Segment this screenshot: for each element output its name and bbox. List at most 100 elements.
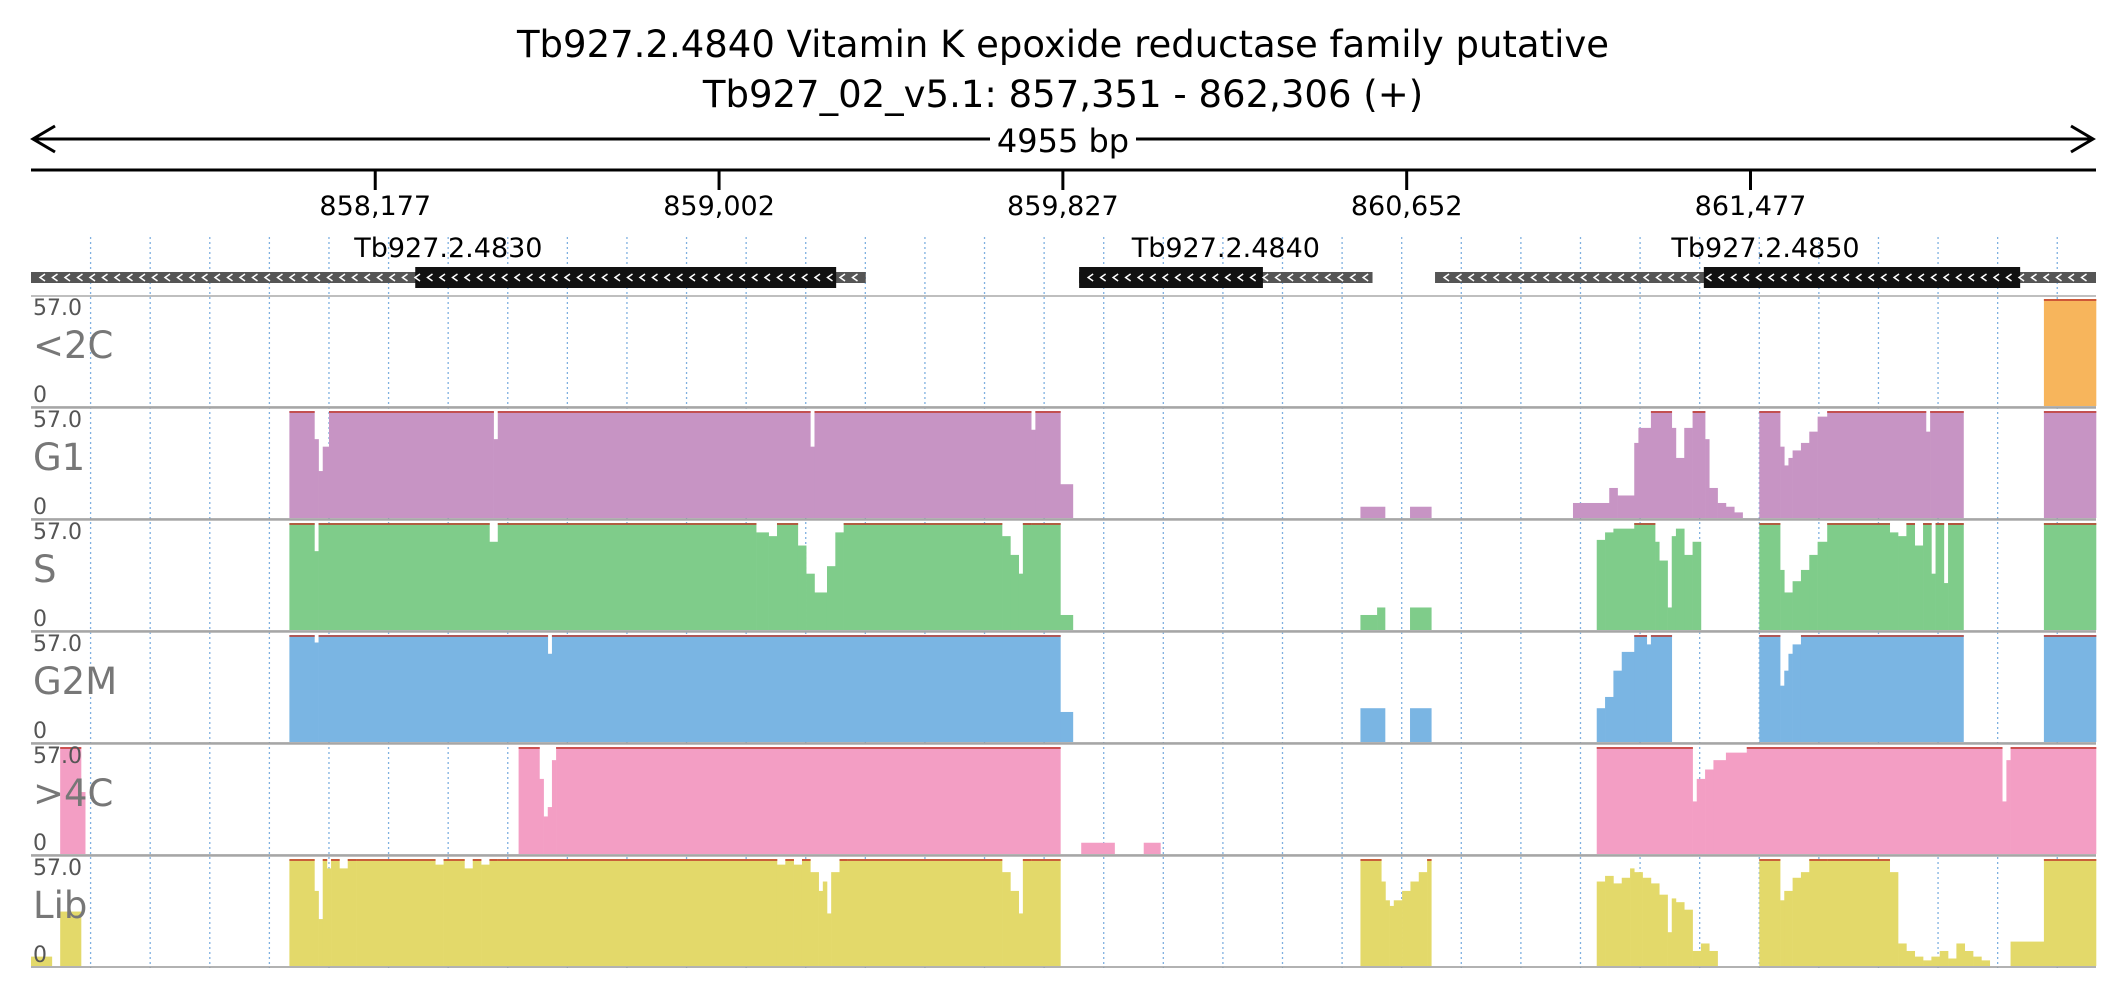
- strand-arrow-icon: [226, 273, 233, 282]
- coverage-bar: [339, 868, 349, 966]
- coverage-bar: [1817, 416, 1828, 518]
- strand-arrow-icon: [1930, 273, 1937, 282]
- coverage-bar: [1634, 635, 1648, 742]
- coverage-bar: [1725, 752, 1748, 854]
- y-max-label: 57.0: [33, 744, 82, 769]
- tick-label: 858,177: [319, 191, 431, 222]
- coverage-bar: [539, 778, 544, 854]
- coverage-bar: [1630, 868, 1635, 966]
- strand-arrow-icon: [676, 273, 683, 282]
- arrow-right-icon: [2070, 124, 2096, 154]
- coverage-bar: [1700, 943, 1710, 966]
- strand-arrow-icon: [1124, 273, 1132, 282]
- coverage-bar: [2002, 801, 2007, 854]
- strand-arrow-icon: [1174, 273, 1182, 282]
- coverage-bar: [1613, 528, 1635, 630]
- strand-arrow-icon: [1617, 273, 1625, 282]
- coverage-bar: [1650, 883, 1660, 966]
- strand-arrow-icon: [1199, 273, 1207, 282]
- strand-arrow-icon: [1236, 273, 1244, 282]
- coverage-bar: [1018, 913, 1024, 966]
- coverage-bar: [1788, 653, 1793, 742]
- strand-arrow-icon: [288, 273, 296, 282]
- coverage-bar: [847, 859, 1003, 966]
- strand-arrow-icon: [538, 273, 546, 282]
- coverage-bar: [1906, 523, 1916, 630]
- span-arrow: 4955 bp: [30, 122, 2096, 160]
- coverage-bar: [1031, 523, 1061, 630]
- coverage-bar: [1898, 943, 1907, 966]
- coverage-bar: [1948, 523, 1964, 630]
- coverage-bar: [818, 890, 824, 966]
- gene-model: Tb927.2.4850: [1435, 233, 2096, 288]
- strand-arrow-icon: [188, 273, 196, 282]
- coverage-bar: [1956, 943, 1966, 966]
- coverage-bar: [1923, 523, 1932, 630]
- coverage-bar: [443, 859, 465, 966]
- coverage-bar: [1800, 872, 1810, 966]
- strand-arrow-icon: [1299, 273, 1307, 282]
- strand-arrow-icon: [1505, 273, 1512, 282]
- strand-arrow-icon: [1517, 273, 1525, 282]
- coverage-bar: [2043, 523, 2097, 630]
- coverage-bar: [1018, 573, 1024, 630]
- strand-arrow-icon: [113, 273, 121, 282]
- strand-arrow-icon: [651, 273, 658, 282]
- strand-arrow-icon: [576, 273, 583, 282]
- strand-arrow-icon: [551, 273, 558, 282]
- coverage-bar: [551, 760, 557, 854]
- coverage-bar: [806, 573, 815, 630]
- strand-arrow-icon: [1642, 273, 1650, 282]
- coverage-bar: [1930, 411, 1964, 518]
- coverage-bar: [1393, 900, 1403, 966]
- coverage-bar: [1792, 450, 1802, 518]
- strand-arrow-icon: [2042, 273, 2050, 282]
- gene-label: Tb927.2.4840: [1131, 233, 1320, 264]
- coverage-bar: [314, 642, 319, 742]
- strand-arrow-icon: [2055, 273, 2062, 282]
- strand-arrow-icon: [1311, 273, 1319, 282]
- coverage-area: [31, 859, 2097, 966]
- coverage-bar: [1889, 532, 1899, 630]
- coverage-bar: [1621, 651, 1635, 742]
- coverage-bar: [1948, 958, 1957, 966]
- coverage-area: [289, 411, 2097, 518]
- coverage-bar: [1613, 883, 1623, 966]
- coverage-bar: [1402, 890, 1411, 966]
- strand-arrow-icon: [1655, 273, 1662, 282]
- coverage-bar: [1410, 708, 1432, 742]
- coverage-bar: [326, 868, 332, 966]
- coverage-bar: [1746, 747, 2003, 854]
- strand-arrow-icon: [88, 273, 96, 282]
- coverage-area: [60, 747, 2097, 854]
- coverage-bar: [1675, 528, 1685, 630]
- strand-arrow-icon: [351, 273, 358, 282]
- track-name: G1: [33, 436, 85, 479]
- strand-arrow-icon: [1286, 273, 1294, 282]
- coverage-bar: [489, 859, 499, 966]
- coverage-bar: [1671, 898, 1677, 966]
- strand-arrow-icon: [663, 273, 671, 282]
- track-name: >4C: [33, 772, 113, 815]
- strand-arrow-icon: [438, 273, 446, 282]
- coverage-bar: [1081, 842, 1115, 854]
- coverage-bar: [814, 411, 1032, 518]
- track-name: <2C: [33, 324, 113, 367]
- strand-arrow-icon: [713, 273, 721, 282]
- coverage-track: 57.0 0 S: [31, 519, 2097, 632]
- strand-arrow-icon: [1905, 273, 1912, 282]
- coverage-bar: [318, 919, 324, 966]
- coverage-bar: [835, 532, 844, 630]
- coverage-track: 57.0 0 G2M: [31, 631, 2097, 744]
- coverage-bar: [472, 859, 482, 966]
- coverage-bar: [1817, 541, 1828, 630]
- strand-arrow-icon: [376, 273, 383, 282]
- strand-arrow-icon: [63, 273, 71, 282]
- strand-arrow-icon: [1136, 273, 1144, 282]
- coverage-bar: [1705, 439, 1710, 518]
- coverage-bar: [1684, 909, 1693, 966]
- strand-arrow-icon: [1967, 273, 1975, 282]
- strand-arrow-icon: [51, 273, 58, 282]
- strand-arrow-icon: [851, 273, 858, 282]
- strand-arrow-icon: [1717, 273, 1725, 282]
